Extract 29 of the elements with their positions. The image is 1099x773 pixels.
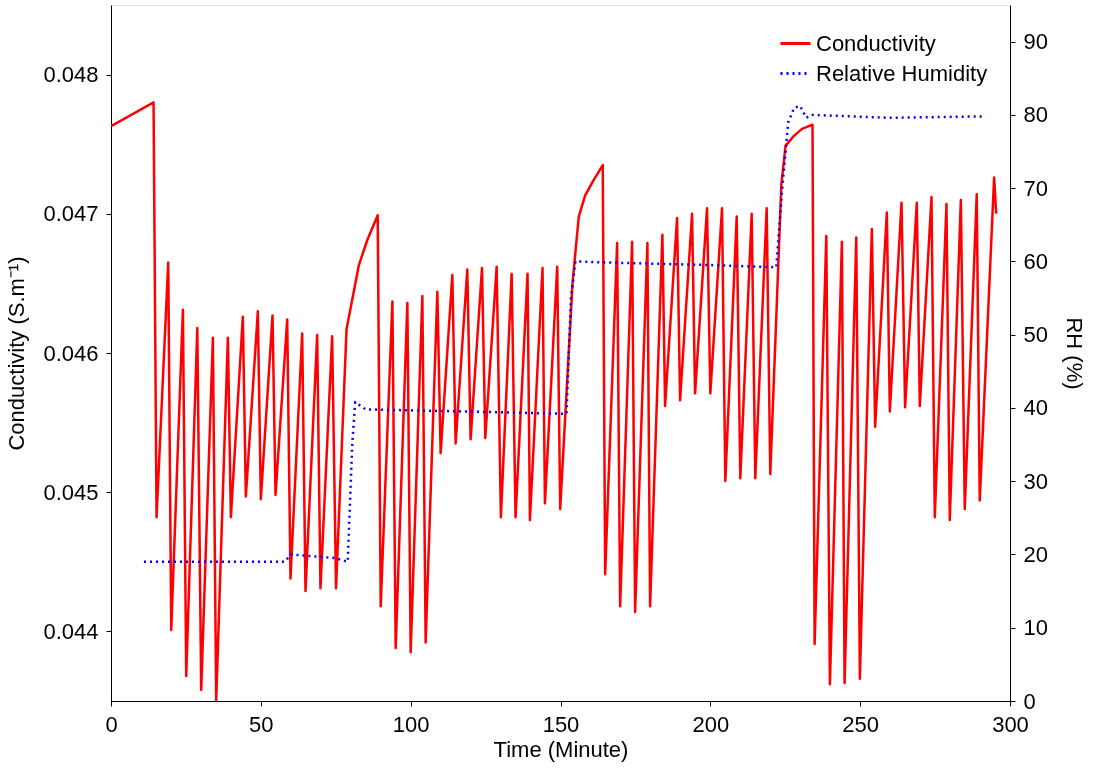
x-tick-label: 150 [542, 711, 580, 737]
line-series [111, 101, 998, 701]
y2-tick-label: 20 [1023, 541, 1048, 567]
y2-tick-label: 0 [1023, 688, 1036, 714]
y2-tick-label: 80 [1023, 102, 1048, 128]
x-tick-label: 200 [692, 711, 730, 737]
x-tick-label: 250 [842, 711, 880, 737]
y2-tick-label: 40 [1023, 395, 1048, 421]
y2-tick-label: 30 [1023, 468, 1048, 494]
x-tick-label: 100 [392, 711, 430, 737]
y2-tick-label: 70 [1023, 175, 1048, 201]
y-axis-title: Conductivity (S.m⁻¹) [4, 256, 30, 451]
y2-axis-title: RH (%) [1061, 317, 1087, 390]
x-axis-title: Time (Minute) [493, 736, 629, 762]
y2-tick-label: 50 [1023, 322, 1048, 348]
line-series [142, 104, 985, 564]
x-tick-label: 0 [105, 711, 118, 737]
y2-tick-label: 90 [1023, 29, 1048, 55]
x-tick-label: 300 [992, 711, 1029, 737]
y2-tick-label: 60 [1023, 248, 1048, 274]
y-tick-label: 0.047 [43, 201, 99, 227]
legend-label: Relative Humidity [816, 60, 988, 86]
y-tick-label: 0.046 [43, 340, 99, 366]
y2-tick-label: 10 [1023, 615, 1048, 641]
y-tick-label: 0.044 [43, 618, 99, 644]
y-tick-label: 0.048 [43, 62, 99, 88]
x-tick-label: 50 [249, 711, 274, 737]
legend-label: Conductivity [816, 30, 936, 56]
y-tick-label: 0.045 [43, 479, 99, 505]
